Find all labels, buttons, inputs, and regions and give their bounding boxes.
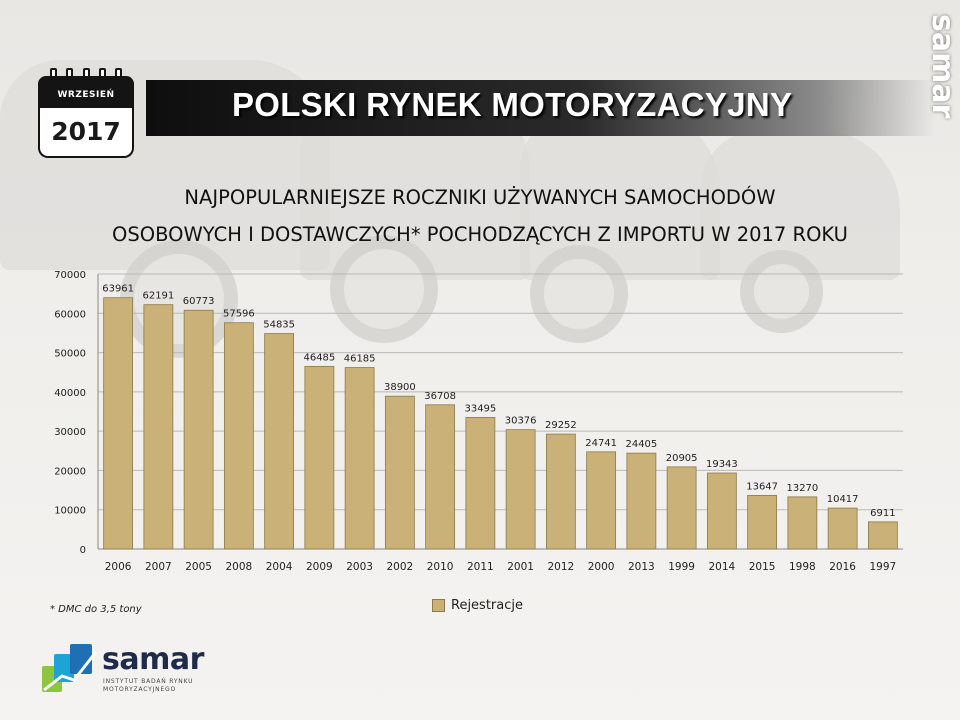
x-tick-label: 2006: [105, 561, 132, 573]
data-label: 20905: [666, 453, 698, 464]
footnote: * DMC do 3,5 tony: [50, 604, 142, 615]
bar: [706, 472, 737, 550]
bar: [867, 521, 898, 550]
samar-logo: samar INSTYTUT BADAŃ RYNKU MOTORYZACYJNE…: [40, 640, 210, 700]
x-tick-label: 2003: [346, 561, 373, 573]
data-label: 46485: [303, 352, 335, 363]
calendar-year: 2017: [38, 108, 134, 158]
y-tick-label: 70000: [54, 270, 86, 281]
bar: [586, 451, 617, 550]
data-label: 33495: [464, 403, 496, 414]
chart-title-line1: NAJPOPULARNIEJSZE ROCZNIKI UŻYWANYCH SAM…: [184, 186, 776, 209]
x-tick-label: 2013: [628, 561, 655, 573]
bar: [787, 496, 818, 550]
bar: [304, 365, 335, 550]
logo-name: samar: [102, 642, 204, 677]
bar: [666, 466, 697, 550]
bar: [545, 433, 576, 550]
x-tick-label: 1997: [870, 561, 897, 573]
brand-vertical-logo: samar: [925, 14, 960, 119]
y-tick-label: 40000: [54, 388, 86, 399]
data-label: 29252: [545, 420, 577, 431]
bar: [223, 322, 254, 550]
data-label: 62191: [142, 291, 174, 302]
x-tick-label: 2008: [226, 561, 253, 573]
x-tick-label: 2007: [145, 561, 172, 573]
bar: [384, 395, 415, 550]
x-tick-label: 2002: [387, 561, 414, 573]
calendar-month: WRZESIEŃ: [38, 76, 134, 108]
x-tick-label: 2009: [306, 561, 333, 573]
bar: [827, 507, 858, 550]
x-tick-label: 2012: [548, 561, 575, 573]
legend-label: Rejestracje: [451, 598, 523, 613]
x-tick-label: 2016: [829, 561, 856, 573]
calendar-rings: [50, 68, 122, 82]
logo-subtitle: INSTYTUT BADAŃ RYNKU MOTORYZACYJNEGO: [103, 678, 194, 693]
bar: [264, 333, 295, 550]
x-tick-label: 1999: [668, 561, 695, 573]
x-tick-label: 2004: [266, 561, 293, 573]
y-tick-label: 10000: [54, 506, 86, 517]
bar: [505, 429, 536, 550]
chart-legend: Rejestracje: [432, 598, 523, 613]
data-label: 13647: [746, 481, 778, 492]
data-label: 57596: [223, 309, 255, 320]
data-label: 13270: [786, 483, 818, 494]
x-tick-label: 2001: [507, 561, 534, 573]
x-tick-label: 2010: [427, 561, 454, 573]
bar-chart: 0 10000 20000 30000 40000 50000 60000 70000 6396…: [54, 270, 903, 573]
data-label: 30376: [505, 416, 537, 427]
y-tick-label: 20000: [54, 466, 86, 477]
data-label: 60773: [183, 296, 215, 307]
bar: [103, 297, 134, 550]
x-tick-label: 2014: [709, 561, 736, 573]
data-label: 10417: [827, 494, 859, 505]
data-label: 36708: [424, 391, 456, 402]
x-tick-label: 2015: [749, 561, 776, 573]
bar: [626, 452, 657, 550]
bar: [425, 404, 456, 550]
data-label: 24741: [585, 438, 617, 449]
title-banner: [146, 80, 936, 136]
y-tick-label: 30000: [54, 427, 86, 438]
data-label: 54835: [263, 320, 295, 331]
data-label: 63961: [102, 284, 134, 295]
y-tick-label: 50000: [54, 349, 86, 360]
x-tick-label: 2011: [467, 561, 494, 573]
bar: [143, 304, 174, 550]
bar: [465, 417, 496, 550]
data-label: 24405: [625, 439, 657, 450]
chart-title-line2: OSOBOWYCH I DOSTAWCZYCH* POCHODZĄCYCH Z …: [112, 223, 848, 246]
legend-swatch: [432, 599, 445, 612]
data-label: 6911: [870, 508, 895, 519]
banner-title: POLSKI RYNEK MOTORYZACYJNY: [232, 86, 793, 123]
bar: [183, 309, 214, 550]
data-label: 46185: [344, 354, 376, 365]
y-tick-label: 60000: [54, 309, 86, 320]
bar: [747, 494, 778, 550]
x-tick-label: 2005: [185, 561, 212, 573]
x-tick-label: 1998: [789, 561, 816, 573]
bar: [344, 367, 375, 550]
data-label: 19343: [706, 459, 738, 470]
samar-logo-icon: [42, 644, 98, 692]
calendar-badge: WRZESIEŃ 2017: [38, 68, 134, 160]
x-tick-label: 2000: [588, 561, 615, 573]
y-tick-label: 0: [80, 545, 86, 556]
data-label: 38900: [384, 382, 416, 393]
